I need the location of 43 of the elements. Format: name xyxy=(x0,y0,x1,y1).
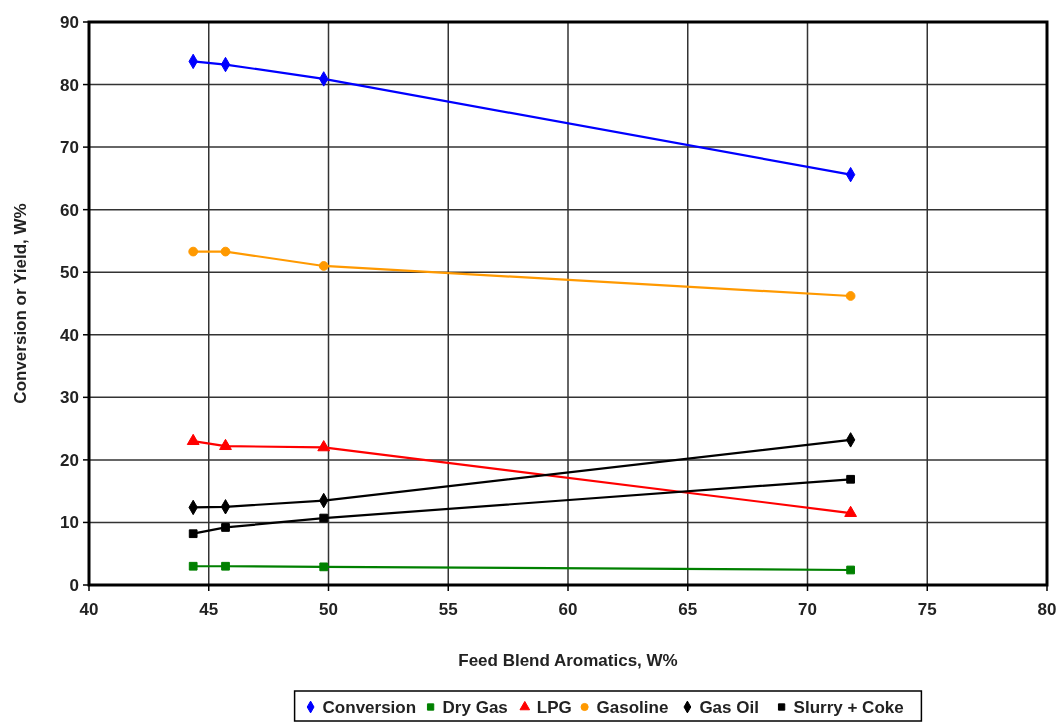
point xyxy=(846,474,855,484)
y-tick-label: 50 xyxy=(60,263,79,283)
y-axis-title: Conversion or Yield, W% xyxy=(11,203,30,404)
x-axis-title: Feed Blend Aromatics, W% xyxy=(458,651,678,670)
x-tick-label: 80 xyxy=(1037,600,1057,619)
point xyxy=(221,523,230,532)
point xyxy=(318,261,329,271)
y-tick-label: 10 xyxy=(60,513,79,533)
point xyxy=(219,438,232,451)
point xyxy=(319,513,329,523)
x-tick-label: 70 xyxy=(798,600,817,619)
x-tick-label: 55 xyxy=(438,600,458,619)
point xyxy=(188,529,198,539)
point xyxy=(845,291,856,301)
legend-label: Slurry + Coke xyxy=(793,698,904,717)
y-tick-label: 90 xyxy=(60,13,79,32)
point xyxy=(188,246,199,257)
y-tick-label: 20 xyxy=(60,450,79,470)
point xyxy=(186,433,200,446)
point xyxy=(319,562,329,572)
y-tick-label: 60 xyxy=(60,200,79,220)
x-tick-label: 45 xyxy=(199,600,219,619)
y-tick-label: 30 xyxy=(60,388,79,408)
x-tick-label: 75 xyxy=(917,600,937,619)
x-tick-label: 40 xyxy=(79,600,99,619)
point xyxy=(846,565,855,575)
legend-label: Conversion xyxy=(322,698,417,717)
legend-label: Gasoline xyxy=(596,698,669,717)
legend-label: Gas Oil xyxy=(699,698,759,717)
x-tick-label: 65 xyxy=(678,600,698,619)
y-tick-label: 40 xyxy=(60,325,79,345)
x-tick-label: 60 xyxy=(558,600,578,619)
x-tick-label: 50 xyxy=(319,600,338,619)
legend-label: LPG xyxy=(536,698,572,717)
y-tick-label: 80 xyxy=(60,75,79,95)
legend-label: Dry Gas xyxy=(442,698,508,717)
point xyxy=(188,561,198,571)
y-tick-label: 70 xyxy=(60,138,79,158)
point xyxy=(844,505,857,517)
point xyxy=(317,440,331,452)
point xyxy=(220,246,231,257)
y-tick-label: 0 xyxy=(69,576,79,595)
point xyxy=(221,561,230,571)
